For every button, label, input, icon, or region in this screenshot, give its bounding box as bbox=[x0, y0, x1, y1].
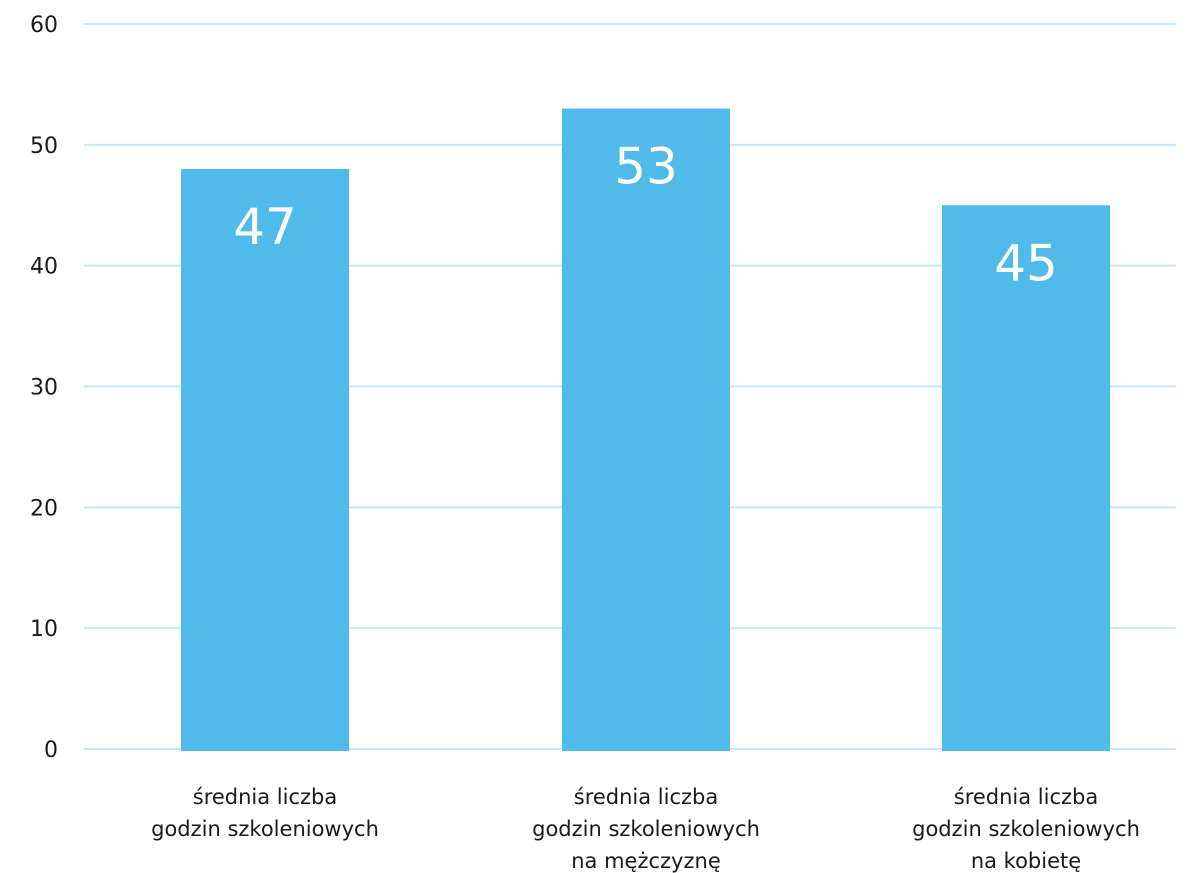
category-label-line: średnia liczba bbox=[954, 785, 1099, 809]
y-tick-label-0: 0 bbox=[44, 738, 58, 763]
y-axis-ticks: 0 10 20 30 40 50 60 bbox=[30, 13, 58, 763]
bar-2 bbox=[562, 108, 730, 752]
y-tick-label-40: 40 bbox=[30, 255, 58, 280]
category-label-line: godzin szkoleniowych bbox=[912, 817, 1140, 841]
category-label-line: godzin szkoleniowych bbox=[532, 817, 760, 841]
bar-1 bbox=[181, 169, 349, 751]
category-label-2: średnia liczba godzin szkoleniowych na męż… bbox=[532, 785, 760, 873]
y-tick-label-50: 50 bbox=[30, 134, 58, 159]
data-labels: 47 53 45 bbox=[233, 138, 1058, 293]
category-labels: średnia liczba godzin szkoleniowychśredni… bbox=[151, 785, 1140, 873]
y-tick-label-10: 10 bbox=[30, 617, 58, 642]
category-label-line: na kobietę bbox=[971, 849, 1081, 873]
data-label-3: 45 bbox=[994, 234, 1058, 292]
category-label-3: średnia liczba godzin szkoleniowych na kob… bbox=[912, 785, 1140, 873]
category-label-line: średnia liczba bbox=[193, 785, 338, 809]
y-tick-label-60: 60 bbox=[30, 13, 58, 38]
category-label-line: godzin szkoleniowych bbox=[151, 817, 379, 841]
category-label-line: średnia liczba bbox=[574, 785, 719, 809]
bars bbox=[181, 108, 1110, 752]
y-tick-label-30: 30 bbox=[30, 376, 58, 401]
bar-3 bbox=[942, 205, 1110, 751]
data-label-2: 53 bbox=[614, 138, 678, 196]
y-tick-label-20: 20 bbox=[30, 496, 58, 521]
category-label-line: na mężczyznę bbox=[571, 849, 721, 873]
category-label-1: średnia liczba godzin szkoleniowych bbox=[151, 785, 379, 841]
data-label-1: 47 bbox=[233, 198, 297, 256]
